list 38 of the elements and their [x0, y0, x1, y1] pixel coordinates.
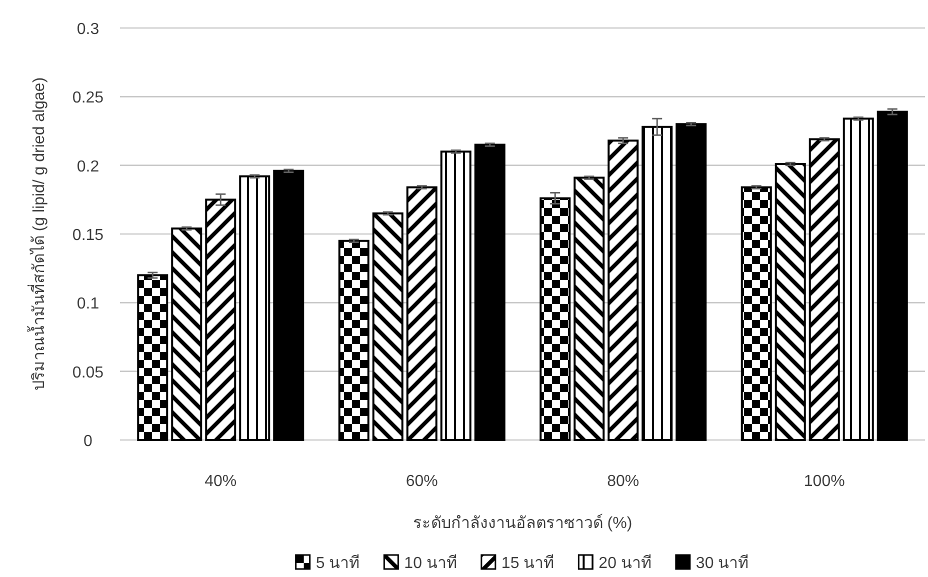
y-tick-label: 0.2	[76, 158, 100, 176]
bar	[372, 212, 404, 441]
bar	[540, 197, 571, 441]
bar	[740, 186, 772, 441]
bar	[842, 118, 874, 441]
x-tick-label: 60%	[406, 473, 438, 490]
bar	[338, 240, 370, 441]
bar	[808, 138, 840, 441]
y-tick-label: 0	[84, 433, 93, 450]
bar	[608, 140, 639, 441]
y-tick-label: 0.15	[72, 227, 104, 244]
bar	[205, 198, 236, 441]
legend-label: 5 นาที	[316, 554, 360, 572]
bar	[574, 176, 605, 441]
bar	[440, 150, 472, 441]
bar	[239, 175, 270, 441]
bar	[273, 170, 304, 441]
y-tick-label: 0.05	[72, 364, 104, 382]
bar	[171, 228, 202, 441]
bar	[642, 126, 673, 441]
x-axis-title: ระดับกำลังงานอัลตราซาวด์ (%)	[412, 513, 632, 532]
bar	[676, 123, 707, 441]
y-tick-label: 0.25	[72, 90, 104, 107]
legend-label: 15 นาที	[501, 554, 555, 572]
x-tick-label: 100%	[804, 473, 845, 490]
legend-label: 20 นาที	[598, 554, 652, 572]
bar	[137, 274, 168, 441]
legend-label: 10 นาที	[404, 554, 458, 572]
legend-label: 30 นาที	[696, 554, 750, 572]
y-tick-label: 0.1	[76, 296, 100, 313]
bar	[406, 186, 438, 441]
y-axis-title: ปริมาณน้ำมันที่สกัดได้ (g lipid/ g dried algae)	[27, 77, 48, 391]
bar	[774, 162, 806, 441]
bar	[474, 144, 506, 441]
x-tick-label: 40%	[204, 473, 237, 490]
x-tick-label: 80%	[607, 473, 640, 490]
bar	[876, 110, 908, 441]
y-tick-label: 0.3	[76, 21, 100, 38]
